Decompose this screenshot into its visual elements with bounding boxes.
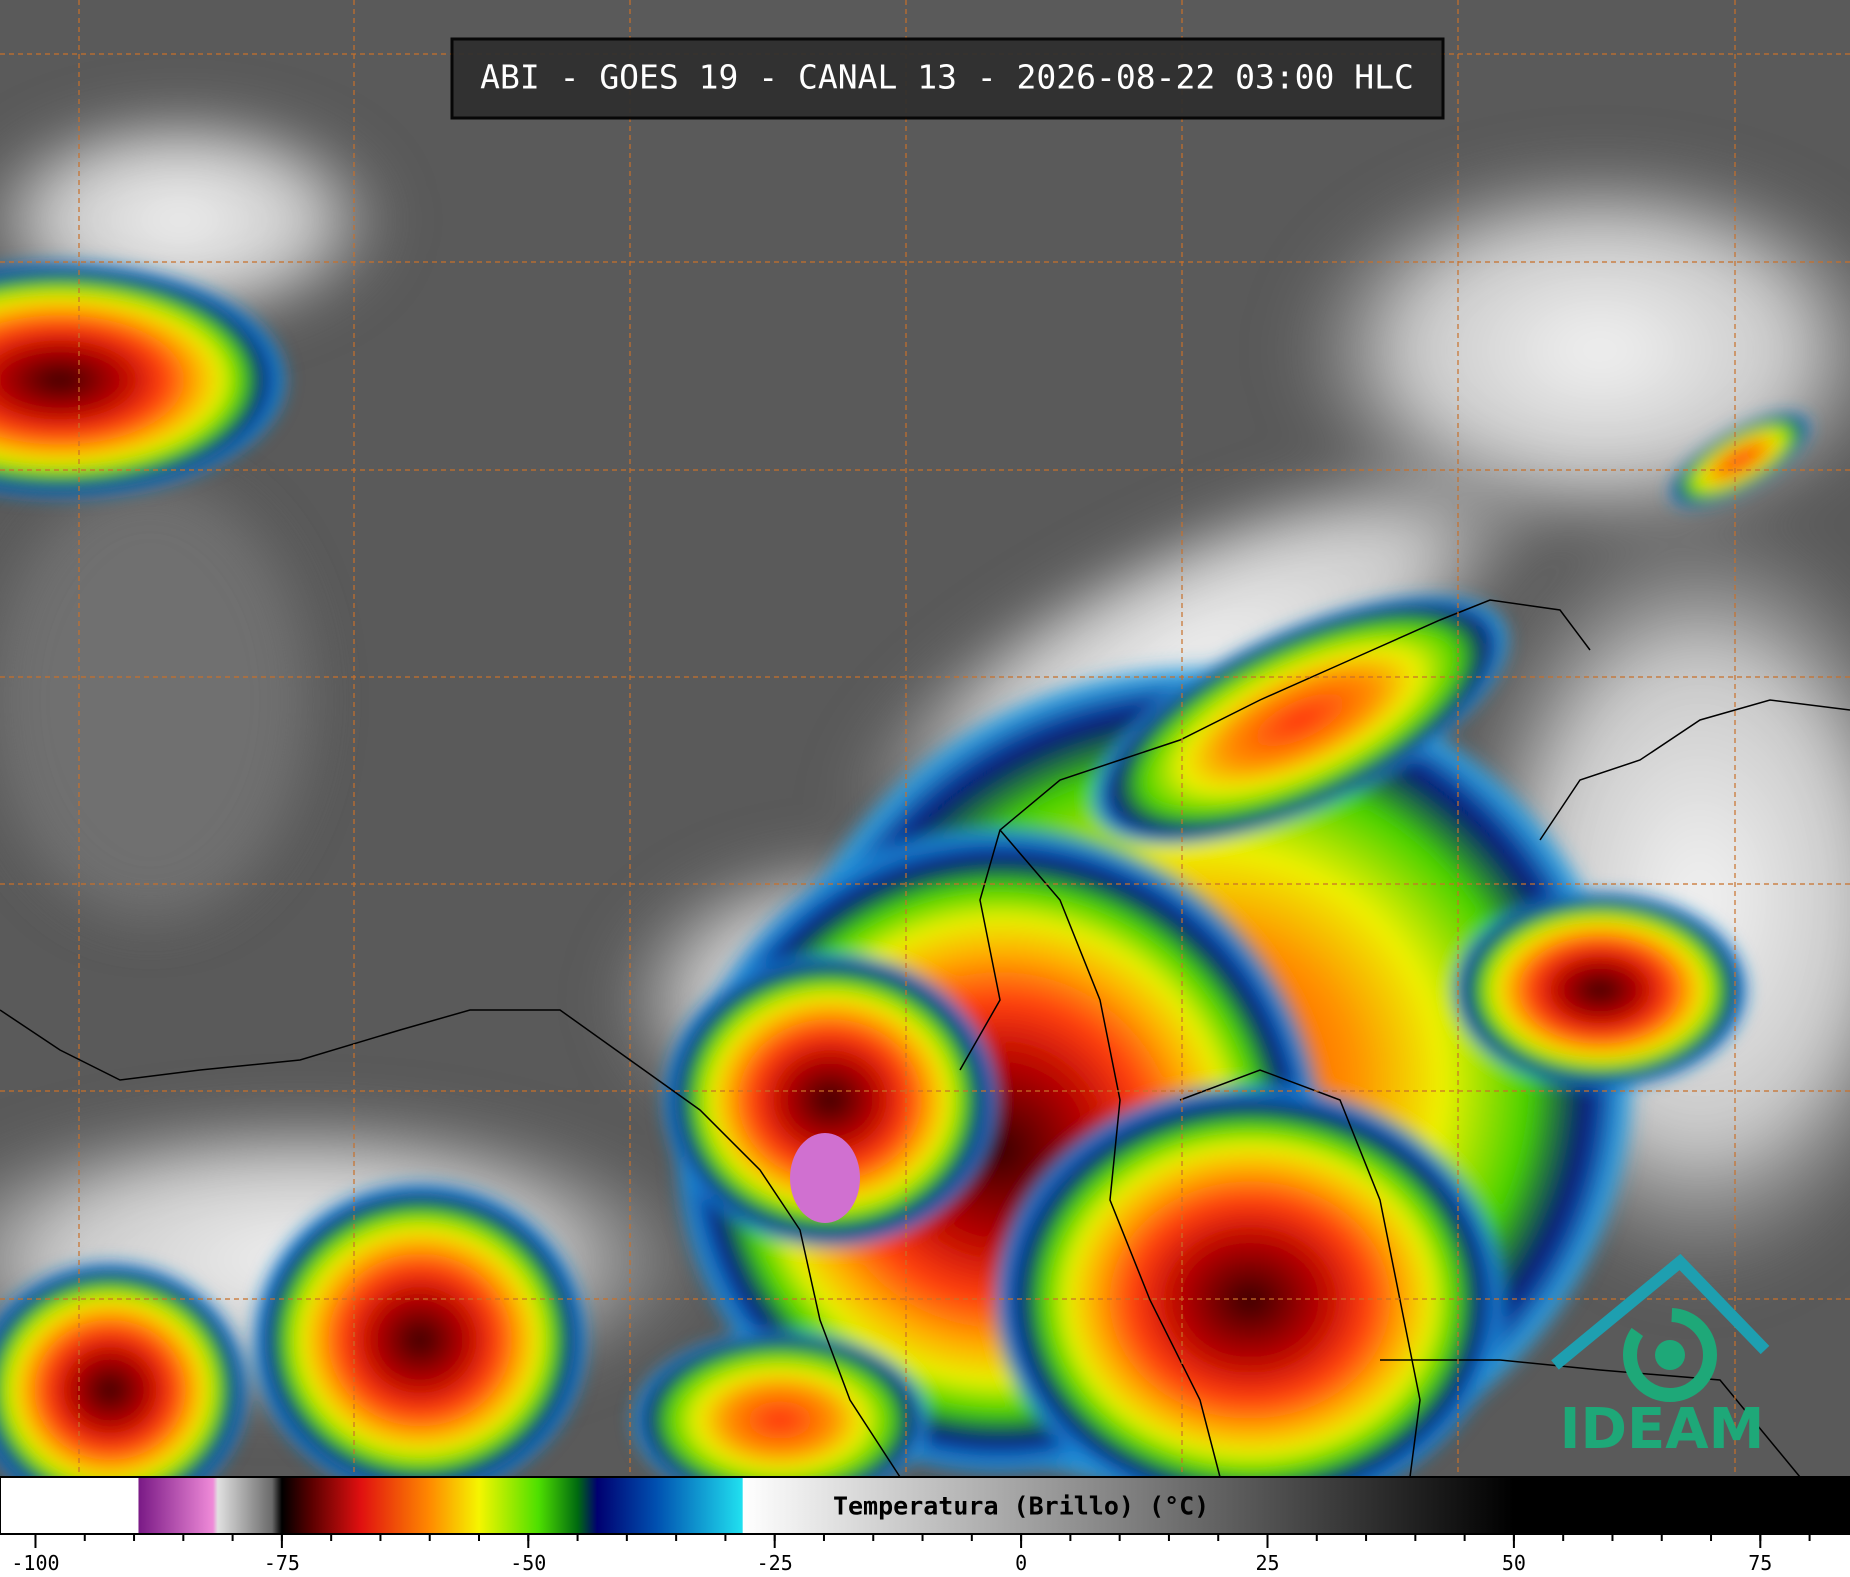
title-box — [450, 37, 1445, 120]
tick-label: -25 — [757, 1551, 793, 1575]
tick-label: 0 — [1015, 1551, 1027, 1575]
coldest-core — [790, 1133, 860, 1223]
tick-label: -75 — [264, 1551, 300, 1575]
colorbar: Temperatura (Brillo) (°C) -100 -75 -50 -25 0 2… — [0, 1476, 1850, 1577]
colorbar-label: Temperatura (Brillo) (°C) — [833, 1492, 1209, 1521]
title: ABI - GOES 19 - CANAL 13 - 2026-08-22 03… — [480, 58, 1414, 97]
colorbar-scale — [0, 1476, 1850, 1535]
tick-label: -100 — [11, 1551, 59, 1575]
tick-label: 25 — [1255, 1551, 1279, 1575]
graticule — [0, 0, 1850, 1477]
convective-systems — [0, 260, 1811, 1520]
borders — [0, 599, 1850, 1478]
logo-text: IDEAM — [1560, 1397, 1765, 1462]
tick-label: 50 — [1502, 1551, 1526, 1575]
tick-label: -50 — [510, 1551, 546, 1575]
tick-label: 75 — [1748, 1551, 1772, 1575]
logo: IDEAM — [1551, 1253, 1770, 1462]
